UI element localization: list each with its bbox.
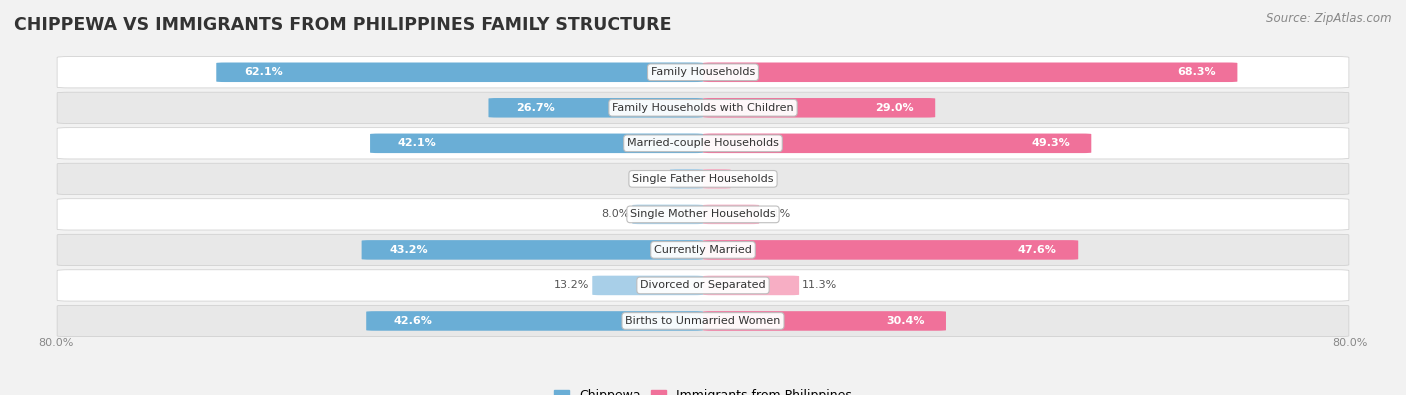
Text: 42.6%: 42.6% bbox=[394, 316, 433, 326]
FancyBboxPatch shape bbox=[58, 56, 1348, 88]
Text: 68.3%: 68.3% bbox=[1177, 67, 1216, 77]
FancyBboxPatch shape bbox=[58, 128, 1348, 159]
Text: Family Households: Family Households bbox=[651, 67, 755, 77]
FancyBboxPatch shape bbox=[58, 234, 1348, 265]
FancyBboxPatch shape bbox=[703, 98, 935, 118]
FancyBboxPatch shape bbox=[58, 305, 1348, 337]
Text: 62.1%: 62.1% bbox=[245, 67, 283, 77]
Text: 47.6%: 47.6% bbox=[1018, 245, 1057, 255]
Text: 8.0%: 8.0% bbox=[600, 209, 630, 219]
Text: Source: ZipAtlas.com: Source: ZipAtlas.com bbox=[1267, 12, 1392, 25]
FancyBboxPatch shape bbox=[58, 163, 1348, 194]
Text: Divorced or Separated: Divorced or Separated bbox=[640, 280, 766, 290]
FancyBboxPatch shape bbox=[703, 134, 1091, 153]
Legend: Chippewa, Immigrants from Philippines: Chippewa, Immigrants from Philippines bbox=[550, 384, 856, 395]
Text: 80.0%: 80.0% bbox=[38, 338, 75, 348]
FancyBboxPatch shape bbox=[488, 98, 703, 118]
Text: 11.3%: 11.3% bbox=[803, 280, 838, 290]
FancyBboxPatch shape bbox=[703, 311, 946, 331]
FancyBboxPatch shape bbox=[703, 240, 1078, 260]
Text: 43.2%: 43.2% bbox=[389, 245, 427, 255]
FancyBboxPatch shape bbox=[217, 62, 703, 82]
Text: CHIPPEWA VS IMMIGRANTS FROM PHILIPPINES FAMILY STRUCTURE: CHIPPEWA VS IMMIGRANTS FROM PHILIPPINES … bbox=[14, 16, 672, 34]
Text: 29.0%: 29.0% bbox=[875, 103, 914, 113]
Text: Family Households with Children: Family Households with Children bbox=[612, 103, 794, 113]
Text: 80.0%: 80.0% bbox=[1331, 338, 1367, 348]
Text: Single Mother Households: Single Mother Households bbox=[630, 209, 776, 219]
Text: 6.1%: 6.1% bbox=[762, 209, 790, 219]
FancyBboxPatch shape bbox=[366, 311, 703, 331]
Text: Births to Unmarried Women: Births to Unmarried Women bbox=[626, 316, 780, 326]
Text: 42.1%: 42.1% bbox=[398, 138, 436, 148]
Text: Single Father Households: Single Father Households bbox=[633, 174, 773, 184]
FancyBboxPatch shape bbox=[703, 62, 1237, 82]
Text: 3.1%: 3.1% bbox=[638, 174, 666, 184]
FancyBboxPatch shape bbox=[669, 169, 703, 189]
Text: 49.3%: 49.3% bbox=[1031, 138, 1070, 148]
FancyBboxPatch shape bbox=[703, 276, 799, 295]
FancyBboxPatch shape bbox=[58, 92, 1348, 123]
Text: 2.4%: 2.4% bbox=[734, 174, 762, 184]
FancyBboxPatch shape bbox=[592, 276, 703, 295]
FancyBboxPatch shape bbox=[633, 205, 703, 224]
Text: Married-couple Households: Married-couple Households bbox=[627, 138, 779, 148]
Text: Currently Married: Currently Married bbox=[654, 245, 752, 255]
Text: 26.7%: 26.7% bbox=[516, 103, 555, 113]
FancyBboxPatch shape bbox=[361, 240, 703, 260]
Text: 13.2%: 13.2% bbox=[554, 280, 589, 290]
FancyBboxPatch shape bbox=[703, 205, 759, 224]
FancyBboxPatch shape bbox=[58, 270, 1348, 301]
FancyBboxPatch shape bbox=[370, 134, 703, 153]
Text: 30.4%: 30.4% bbox=[886, 316, 925, 326]
FancyBboxPatch shape bbox=[703, 169, 731, 189]
FancyBboxPatch shape bbox=[58, 199, 1348, 230]
